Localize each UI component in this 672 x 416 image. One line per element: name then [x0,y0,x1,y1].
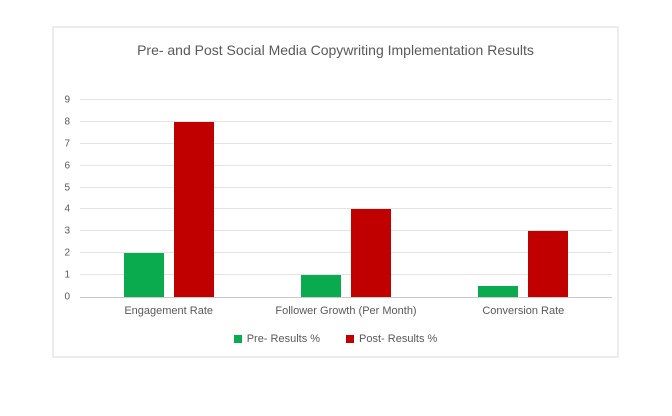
legend: Pre- Results % Post- Results % [54,333,617,345]
bar-post-results-2 [351,209,391,297]
y-tick-label: 5 [64,182,70,194]
bar-pre-results-1 [123,253,164,297]
category-label: Follower Growth (Per Month) [275,305,417,317]
gridline [80,274,612,276]
chart-title: Pre- and Post Social Media Copywriting I… [54,39,617,61]
bar-pre-results-3 [478,286,519,297]
legend-item: Post- Results % [346,333,437,345]
gridline [80,186,612,188]
bar-post-results-1 [173,121,214,297]
category-label: Engagement Rate [124,305,213,317]
gridline [80,120,612,122]
x-axis-line [80,297,612,298]
y-tick-label: 3 [64,225,70,237]
legend-label: Post- Results % [359,333,438,345]
bar-post-results-3 [528,231,569,297]
gridline [80,99,612,100]
y-tick-label: 2 [64,247,70,259]
bar-pre-results-2 [301,275,341,297]
category-label: Conversion Rate [482,305,565,317]
y-tick-label: 8 [64,116,70,128]
chart-container: Pre- and Post Social Media Copywriting I… [52,26,619,358]
gridline [80,142,612,144]
y-tick-label: 7 [64,138,70,150]
legend-item: Pre- Results % [233,333,321,345]
y-axis-tick-labels: 0 1 2 3 4 5 6 7 8 9 [54,28,72,356]
y-tick-label: 0 [64,291,70,303]
legend-label: Pre- Results % [246,333,321,345]
chart-title-text: Pre- and Post Social Media Copywriting I… [137,42,534,58]
y-tick-label: 6 [64,160,70,172]
y-tick-label: 1 [64,269,70,281]
gridline [80,252,612,254]
legend-swatch [233,335,242,343]
gridline [80,230,612,232]
x-axis-category-labels: Engagement Rate Follower Growth (Per Mont… [80,305,612,321]
legend-swatch [346,335,355,343]
y-tick-label: 9 [64,94,70,106]
gridline [80,164,612,166]
y-tick-label: 4 [64,203,70,215]
gridline [80,208,612,210]
plot-area [80,99,612,298]
